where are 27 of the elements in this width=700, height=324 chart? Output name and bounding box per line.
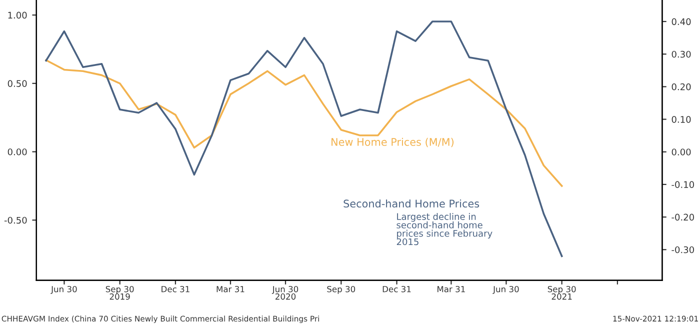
line-series: [45, 59, 563, 187]
x-tick-label: Jun 30: [492, 286, 519, 294]
x-tick-label: Mar 31: [438, 286, 465, 292]
y-tick-label: -0.50: [4, 216, 27, 224]
x-tick-label: Sep 30: [327, 286, 356, 294]
y2-tick-label: -0.20: [672, 214, 694, 221]
x-tick-label: Jun 30 2020: [272, 286, 298, 300]
y-tick-label: 0.50: [8, 80, 27, 87]
y2-tick-label: -0.10: [672, 181, 694, 188]
series-label: New Home Prices (M/M): [332, 138, 454, 148]
y-tick-label: 0.00: [8, 148, 27, 156]
x-tick-label: Dec 31: [382, 286, 411, 292]
x-tick-label: Mar 31: [216, 286, 244, 292]
y2-tick-label: -0.30: [672, 246, 694, 254]
y2-tick-label: 0.40: [672, 18, 691, 26]
y2-tick-label: 0.30: [672, 50, 691, 58]
line-series: [45, 20, 563, 258]
annotation: Largest decline in second-hand home prices since February 2015: [396, 213, 492, 246]
y2-tick-label: 0.00: [672, 148, 691, 156]
y2-tick-label: 0.20: [672, 83, 691, 90]
x-tick-label: Dec 31: [162, 286, 190, 292]
x-tick-label: Sep 30 2021: [548, 286, 576, 300]
y2-tick-label: 0.10: [672, 116, 691, 123]
x-tick-label: Jun 30: [50, 286, 77, 294]
x-tick-label: Sep 30 2019: [106, 286, 134, 300]
y-tick-label: 1.00: [8, 12, 27, 19]
text: Second-hand Home Prices: [344, 199, 480, 208]
